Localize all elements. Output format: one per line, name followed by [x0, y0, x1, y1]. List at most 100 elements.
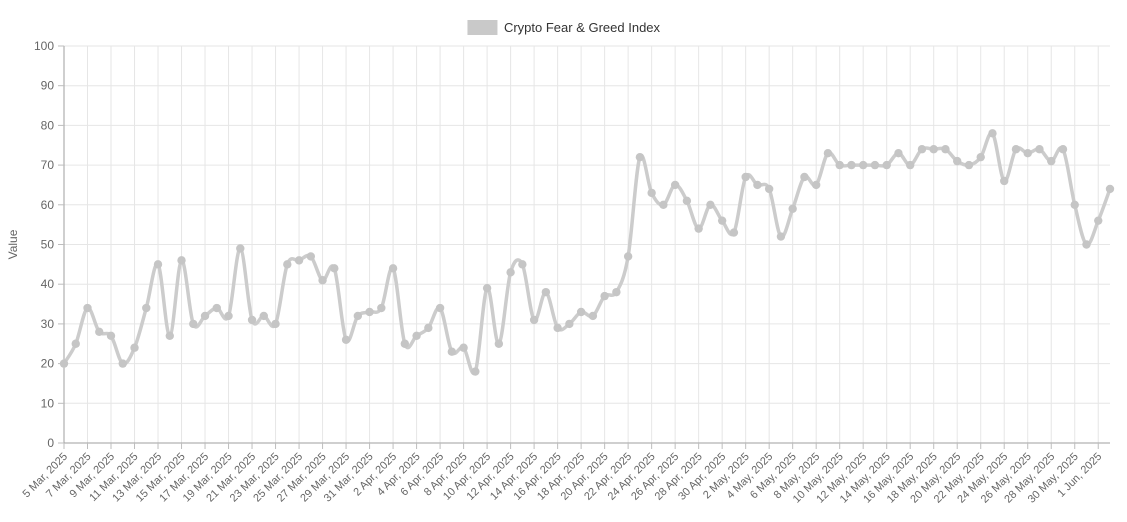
y-tick-label: 80 — [41, 118, 55, 132]
data-point[interactable] — [706, 200, 715, 209]
data-point[interactable] — [482, 283, 492, 293]
data-point[interactable] — [682, 196, 692, 206]
data-point[interactable] — [71, 339, 80, 348]
y-tick-label: 20 — [41, 357, 55, 371]
data-point[interactable] — [553, 323, 562, 333]
data-point[interactable] — [1105, 184, 1115, 194]
data-point[interactable] — [894, 148, 903, 158]
data-point[interactable] — [459, 343, 468, 352]
data-point[interactable] — [177, 256, 186, 265]
data-point[interactable] — [365, 307, 374, 317]
data-point[interactable] — [788, 204, 797, 213]
data-point[interactable] — [130, 343, 139, 352]
data-point[interactable] — [659, 200, 668, 209]
data-point[interactable] — [670, 180, 680, 190]
data-point[interactable] — [330, 264, 339, 273]
data-point[interactable] — [976, 152, 985, 162]
data-point[interactable] — [83, 303, 92, 313]
data-point[interactable] — [118, 359, 127, 368]
data-point[interactable] — [506, 268, 515, 277]
data-point[interactable] — [59, 359, 69, 368]
data-point[interactable] — [741, 172, 750, 182]
data-point[interactable] — [1058, 145, 1068, 154]
y-tick-label: 100 — [34, 39, 54, 53]
data-point[interactable] — [271, 319, 280, 329]
data-point[interactable] — [929, 145, 938, 154]
data-point[interactable] — [1047, 156, 1056, 166]
data-point[interactable] — [435, 303, 445, 313]
legend-label: Crypto Fear & Greed Index — [503, 20, 661, 35]
data-point[interactable] — [259, 311, 268, 321]
data-point[interactable] — [341, 335, 351, 344]
data-point[interactable] — [1082, 240, 1091, 249]
data-point[interactable] — [717, 216, 727, 225]
data-point[interactable] — [353, 311, 363, 321]
data-point[interactable] — [1000, 176, 1009, 186]
data-point[interactable] — [494, 339, 504, 348]
data-point[interactable] — [471, 367, 480, 376]
data-point[interactable] — [988, 129, 997, 138]
data-point[interactable] — [447, 347, 457, 356]
data-point[interactable] — [400, 339, 410, 348]
y-tick-label: 50 — [41, 238, 55, 252]
data-point[interactable] — [388, 264, 398, 273]
data-point[interactable] — [212, 303, 221, 313]
data-point[interactable] — [412, 331, 421, 341]
data-point[interactable] — [764, 184, 774, 194]
data-point[interactable] — [200, 311, 210, 321]
data-point[interactable] — [318, 276, 327, 285]
y-tick-label: 70 — [41, 158, 55, 172]
data-point[interactable] — [529, 315, 539, 325]
data-point[interactable] — [600, 291, 609, 301]
series-line — [62, 131, 1112, 376]
data-point[interactable] — [917, 145, 927, 154]
data-point[interactable] — [588, 311, 598, 321]
data-point[interactable] — [753, 180, 762, 190]
y-tick-label: 60 — [41, 198, 55, 212]
data-point[interactable] — [1070, 200, 1079, 209]
data-point[interactable] — [541, 287, 551, 297]
data-point[interactable] — [1035, 145, 1044, 154]
data-point[interactable] — [165, 331, 174, 341]
data-point[interactable] — [811, 180, 821, 190]
data-point[interactable] — [1094, 216, 1103, 225]
data-point[interactable] — [623, 252, 633, 261]
data-point[interactable] — [964, 160, 974, 170]
data-point[interactable] — [283, 260, 292, 269]
data-point[interactable] — [294, 256, 304, 265]
legend-item-fear-greed[interactable]: Crypto Fear & Greed Index — [466, 20, 661, 35]
data-point[interactable] — [835, 160, 844, 170]
data-point[interactable] — [694, 224, 703, 233]
data-point[interactable] — [95, 327, 104, 337]
data-point[interactable] — [647, 188, 656, 198]
data-point[interactable] — [236, 244, 245, 253]
data-point[interactable] — [247, 315, 257, 325]
data-point[interactable] — [565, 319, 574, 329]
data-point[interactable] — [306, 252, 316, 261]
data-point[interactable] — [424, 323, 433, 333]
data-point[interactable] — [776, 232, 786, 241]
data-point[interactable] — [858, 160, 868, 170]
data-point[interactable] — [106, 331, 116, 341]
data-point[interactable] — [612, 287, 621, 297]
data-point[interactable] — [906, 160, 915, 170]
data-point[interactable] — [882, 160, 891, 170]
data-point[interactable] — [576, 307, 586, 317]
data-point[interactable] — [823, 148, 833, 158]
data-point[interactable] — [941, 145, 950, 154]
data-point[interactable] — [377, 303, 386, 313]
data-point[interactable] — [635, 152, 645, 162]
data-point[interactable] — [729, 228, 739, 237]
data-point[interactable] — [800, 172, 809, 182]
data-point[interactable] — [870, 160, 880, 170]
data-point[interactable] — [518, 260, 527, 269]
data-point[interactable] — [847, 160, 856, 170]
data-point[interactable] — [1023, 148, 1032, 158]
data-point[interactable] — [153, 260, 163, 269]
data-point[interactable] — [142, 303, 151, 313]
data-point[interactable] — [1011, 145, 1021, 154]
data-point[interactable] — [224, 311, 233, 321]
data-point[interactable] — [953, 156, 962, 166]
data-point[interactable] — [189, 319, 198, 329]
